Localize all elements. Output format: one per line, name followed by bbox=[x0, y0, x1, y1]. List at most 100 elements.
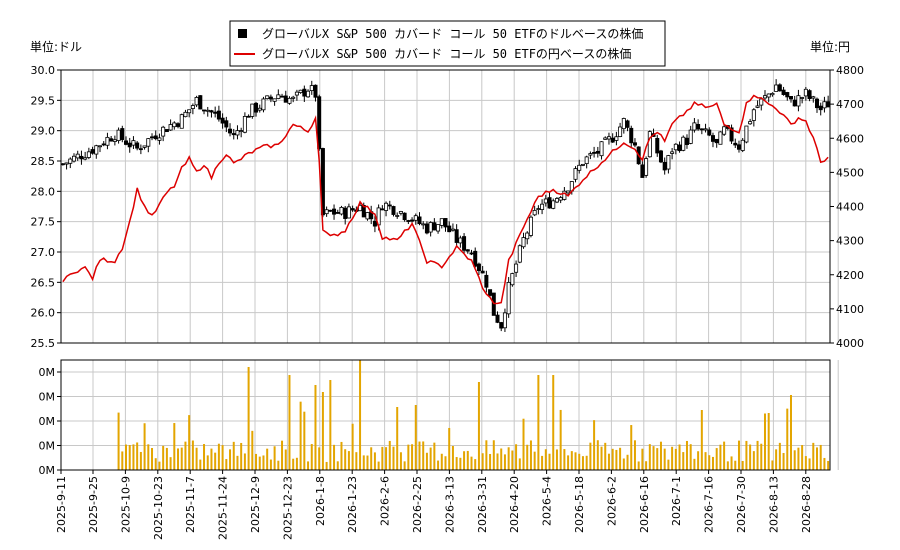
volume-bar bbox=[418, 441, 421, 470]
candle-body bbox=[391, 206, 396, 215]
jpy-tick-label: 4000 bbox=[836, 337, 864, 350]
volume-bar bbox=[500, 448, 503, 470]
volume-bar bbox=[314, 385, 317, 470]
volume-bar bbox=[139, 451, 142, 470]
x-tick-label: 2026-5-4 bbox=[541, 476, 554, 526]
candle-body bbox=[525, 232, 530, 240]
candle-body bbox=[421, 223, 426, 226]
candle-body bbox=[272, 98, 277, 102]
volume-bar bbox=[607, 453, 610, 470]
candle-body bbox=[72, 155, 77, 162]
x-tick-label: 2026-7-16 bbox=[703, 476, 716, 533]
candle-body bbox=[480, 270, 485, 274]
volume-bar bbox=[295, 457, 298, 470]
volume-bar bbox=[262, 455, 265, 470]
candle-body bbox=[447, 225, 452, 233]
volume-bar bbox=[128, 445, 131, 470]
candle-body bbox=[443, 218, 448, 228]
volume-bar bbox=[444, 456, 447, 470]
candle-body bbox=[792, 99, 797, 107]
candle-body bbox=[127, 142, 132, 148]
volume-bar bbox=[448, 427, 451, 470]
candle-body bbox=[580, 163, 585, 166]
volume-bar bbox=[240, 442, 243, 470]
volume-bar bbox=[247, 367, 250, 470]
volume-bar bbox=[715, 448, 718, 470]
volume-bar bbox=[767, 413, 770, 470]
volume-bar bbox=[719, 444, 722, 470]
x-tick-label: 2025-12-9 bbox=[249, 476, 262, 533]
x-tick-label: 2026-5-18 bbox=[573, 476, 586, 533]
volume-bar bbox=[752, 451, 755, 470]
candle-body bbox=[818, 105, 823, 111]
candle-body bbox=[710, 135, 715, 142]
volume-bar bbox=[474, 459, 477, 470]
candle-body bbox=[532, 210, 537, 216]
volume-bar bbox=[414, 405, 417, 470]
candle-body bbox=[670, 151, 675, 154]
volume-bar bbox=[266, 448, 269, 470]
x-tick-label: 2025-10-9 bbox=[119, 476, 132, 533]
volume-bar bbox=[188, 415, 191, 470]
candle-body bbox=[558, 197, 563, 201]
candle-body bbox=[179, 114, 184, 129]
volume-bar bbox=[737, 440, 740, 470]
candle-body bbox=[621, 118, 626, 130]
volume-bar bbox=[589, 442, 592, 470]
volume-bar bbox=[310, 444, 313, 470]
volume-bar bbox=[195, 447, 198, 470]
candle-body bbox=[350, 208, 355, 211]
volume-bar bbox=[693, 458, 696, 470]
candle-body bbox=[577, 164, 582, 171]
volume-bar bbox=[466, 450, 469, 470]
volume-bar bbox=[359, 360, 362, 470]
candle-body bbox=[684, 137, 689, 145]
volume-bar bbox=[537, 375, 540, 470]
candle-body bbox=[239, 130, 244, 132]
candle-body bbox=[410, 219, 415, 222]
candle-body bbox=[573, 168, 578, 180]
volume-bar bbox=[151, 447, 154, 470]
candle-body bbox=[606, 136, 611, 140]
candle-body bbox=[592, 151, 597, 154]
candle-body bbox=[116, 129, 121, 141]
usd-tick-label: 29.0 bbox=[31, 125, 56, 138]
volume-bar bbox=[615, 449, 618, 470]
candle-body bbox=[428, 222, 433, 233]
volume-bar bbox=[481, 453, 484, 470]
volume-bar bbox=[125, 444, 128, 470]
candle-body bbox=[380, 208, 385, 211]
right-unit-label: 単位:円 bbox=[810, 39, 850, 54]
volume-bar bbox=[626, 454, 629, 470]
volume-bar bbox=[388, 440, 391, 470]
volume-bar bbox=[347, 451, 350, 470]
x-tick-label: 2025-9-25 bbox=[87, 476, 100, 533]
volume-bar bbox=[329, 380, 332, 470]
volume-bar bbox=[180, 447, 183, 470]
candle-body bbox=[662, 161, 667, 171]
volume-bar bbox=[370, 447, 373, 470]
volume-bar bbox=[652, 446, 655, 470]
volume-bar bbox=[440, 453, 443, 470]
volume-bar bbox=[251, 430, 254, 470]
candle-body bbox=[335, 212, 340, 214]
volume-tick-label: 0M bbox=[39, 464, 56, 477]
volume-bar bbox=[269, 459, 272, 470]
x-tick-label: 2026-6-2 bbox=[605, 476, 618, 526]
volume-bar bbox=[827, 460, 830, 470]
x-tick-label: 2026-2-6 bbox=[379, 476, 392, 526]
jpy-series bbox=[62, 94, 829, 305]
volume-bar bbox=[496, 453, 499, 470]
candle-body bbox=[150, 136, 155, 139]
candle-body bbox=[294, 91, 299, 96]
candle-body bbox=[332, 208, 337, 215]
jpy-tick-label: 4800 bbox=[836, 64, 864, 77]
volume-bar bbox=[619, 447, 622, 470]
volume-bar bbox=[801, 445, 804, 470]
candle-body bbox=[291, 96, 296, 99]
volume-bar bbox=[422, 441, 425, 470]
candle-body bbox=[476, 263, 481, 272]
volume-axis: 0M 0M 0M 0M 0M bbox=[39, 366, 61, 477]
legend-box bbox=[229, 20, 666, 67]
volume-bar bbox=[518, 458, 521, 470]
